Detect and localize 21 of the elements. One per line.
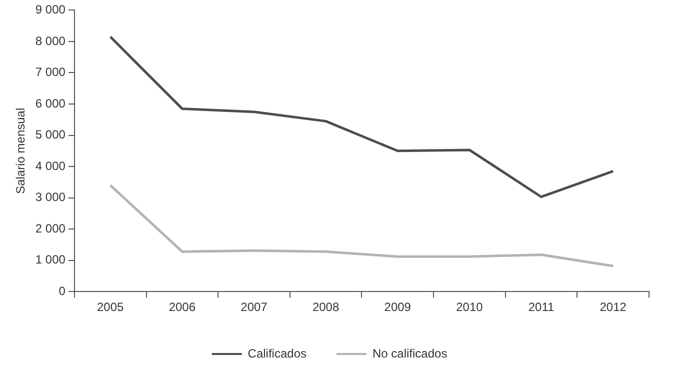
legend-label: No calificados bbox=[372, 346, 448, 360]
x-tick-label: 2006 bbox=[168, 300, 196, 314]
y-tick-label: 6 000 bbox=[35, 96, 66, 110]
x-tick-label: 2008 bbox=[312, 300, 340, 314]
y-tick-label: 9 000 bbox=[35, 2, 66, 17]
y-tick-label: 4 000 bbox=[35, 158, 66, 173]
y-tick-label: 1 000 bbox=[35, 252, 66, 267]
x-tick-label: 2012 bbox=[600, 300, 627, 314]
y-tick-label: 0 bbox=[58, 284, 66, 298]
x-tick-label: 2007 bbox=[240, 300, 268, 314]
x-tick-label: 2011 bbox=[528, 300, 554, 314]
x-tick-label: 2009 bbox=[384, 300, 412, 314]
x-tick-label: 2005 bbox=[96, 300, 124, 314]
legend-label: Calificados bbox=[248, 346, 307, 360]
y-tick-label: 2 000 bbox=[35, 221, 66, 236]
y-tick-label: 7 000 bbox=[35, 65, 66, 80]
x-tick-label: 2010 bbox=[456, 300, 484, 314]
y-tick-label: 3 000 bbox=[35, 190, 66, 204]
y-axis-title: Salario mensual bbox=[14, 108, 28, 194]
y-tick-label: 8 000 bbox=[35, 34, 66, 48]
y-tick-label: 5 000 bbox=[35, 128, 66, 142]
